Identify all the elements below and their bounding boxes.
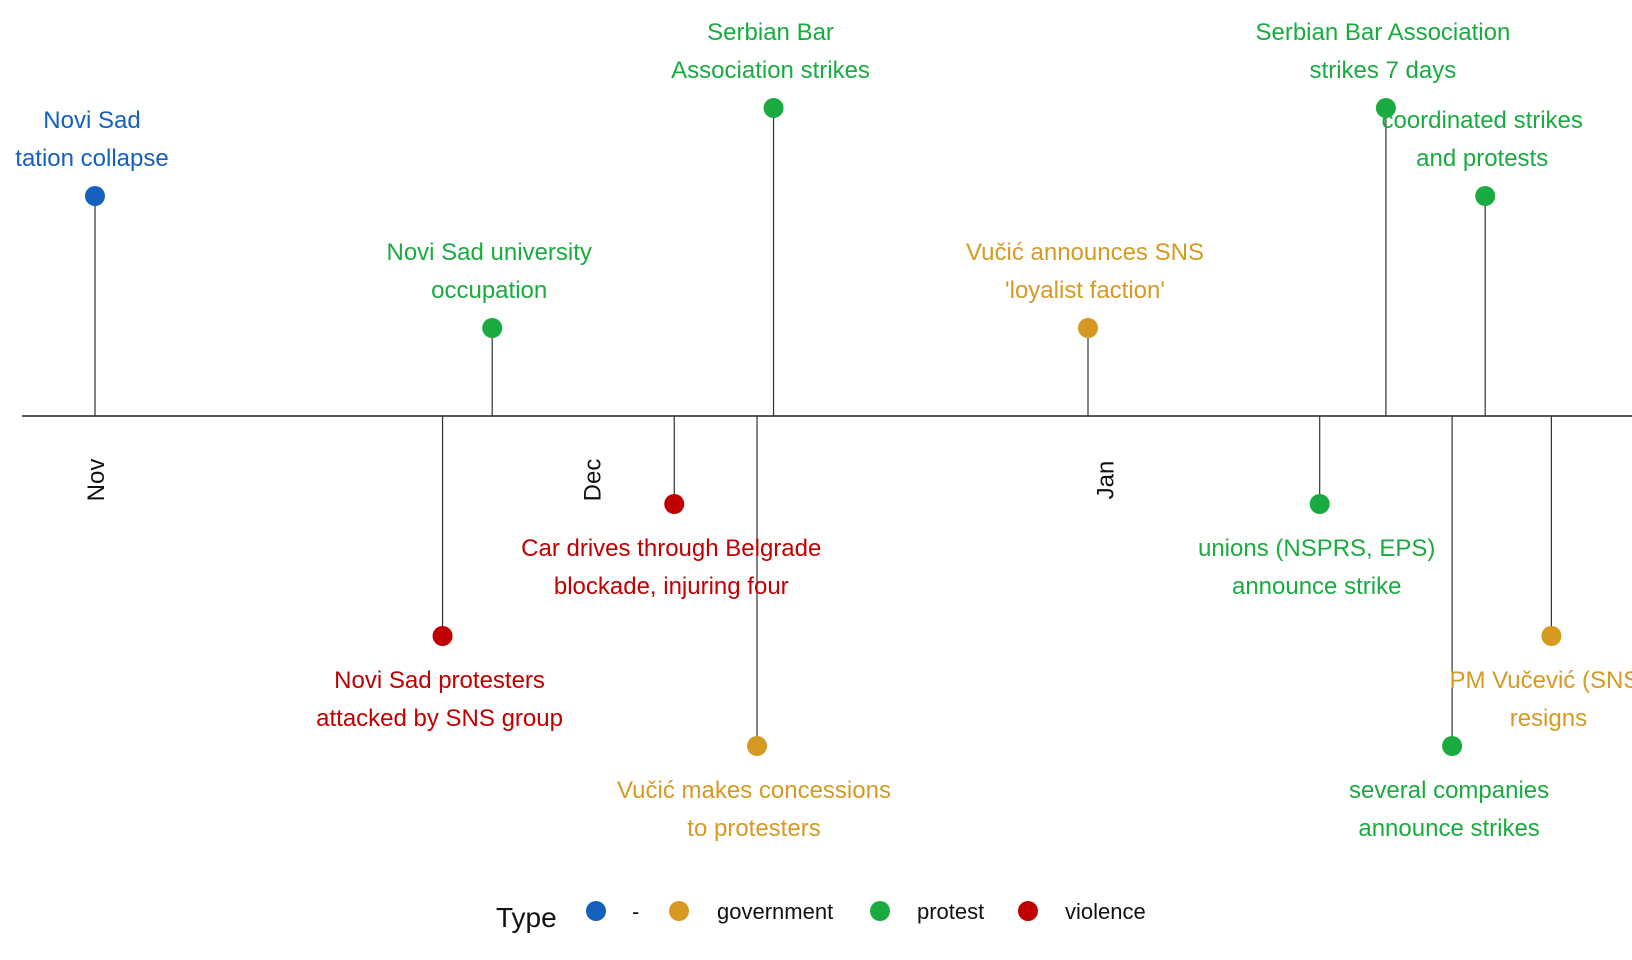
event-label: announce strikes (1358, 815, 1539, 842)
event-label: Car drives through Belgrade (521, 535, 821, 562)
event-label: and protests (1416, 145, 1548, 172)
event-label: tation collapse (15, 145, 168, 172)
legend-key-government (669, 901, 689, 921)
event-label: Serbian Bar (707, 19, 834, 46)
event-point (432, 626, 453, 646)
event-label: Association strikes (671, 57, 870, 84)
legend: Type - government protest violence (496, 899, 1146, 933)
event-label: PM Vučević (SNS) (1449, 667, 1632, 694)
event-point (1541, 626, 1562, 646)
event-point (1375, 98, 1396, 118)
event-point (482, 318, 503, 338)
event-label: Vučić announces SNS (966, 239, 1204, 266)
event-point (664, 494, 685, 514)
event-point (1078, 318, 1098, 338)
event-label: to protesters (687, 815, 820, 842)
legend-label-protest: protest (917, 899, 984, 924)
legend-key-violence (1018, 901, 1038, 921)
event-label: unions (NSPRS, EPS) (1198, 535, 1435, 562)
legend-key-none (586, 901, 606, 921)
event-point (1442, 736, 1463, 756)
legend-label-violence: violence (1065, 899, 1146, 924)
event-label: Novi Sad protesters (334, 667, 545, 694)
month-label-nov: Nov (83, 459, 110, 502)
event-point (1475, 186, 1496, 206)
event-point (1309, 494, 1330, 514)
month-label-dec: Dec (580, 459, 607, 502)
event-point (747, 736, 767, 756)
event-label: resigns (1510, 705, 1587, 732)
event-label: blockade, injuring four (554, 573, 789, 600)
event-point (85, 186, 105, 206)
month-label-jan: Jan (1093, 461, 1120, 500)
event-label: Serbian Bar Association (1255, 19, 1510, 46)
event-label: several companies (1349, 777, 1549, 804)
event-point (763, 98, 784, 118)
event-label: occupation (431, 277, 547, 304)
event-label: Novi Sad university (386, 239, 591, 266)
legend-key-protest (870, 901, 890, 921)
event-label: coordinated strikes (1381, 107, 1582, 134)
legend-label-government: government (717, 899, 833, 924)
event-label: 'loyalist faction' (1005, 277, 1165, 304)
event-label: Vučić makes concessions (617, 777, 891, 804)
event-label: announce strike (1232, 573, 1401, 600)
event-label: Novi Sad (43, 107, 140, 134)
event-label: strikes 7 days (1310, 57, 1457, 84)
legend-title: Type (496, 902, 557, 933)
event-label: attacked by SNS group (316, 705, 563, 732)
legend-label-none: - (632, 899, 639, 924)
